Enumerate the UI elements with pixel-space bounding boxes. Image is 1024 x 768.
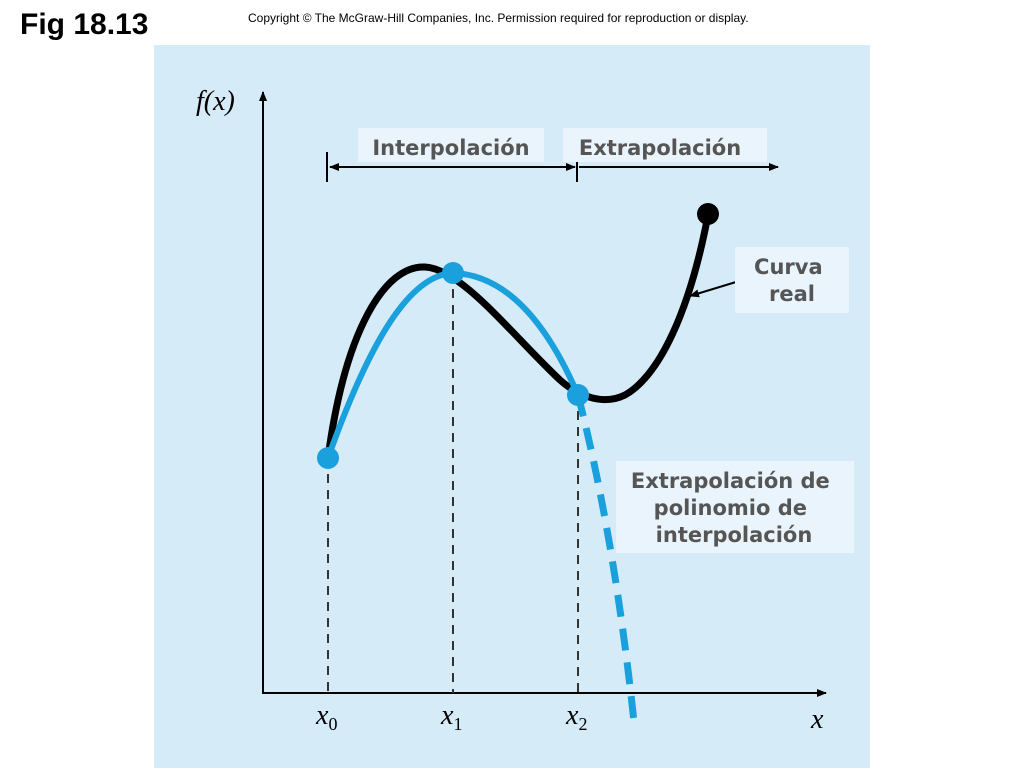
data-point-x1 <box>442 262 464 284</box>
true-curve-pointer <box>689 281 737 298</box>
data-point-x0 <box>317 447 339 469</box>
y-axis-label: f(x) <box>196 86 235 117</box>
figure-title: Fig 18.13 <box>20 8 149 41</box>
extrapolation-label-box <box>563 128 767 162</box>
data-point-x2 <box>567 384 589 406</box>
true-curve-label-box <box>735 247 849 313</box>
interpolation-label-box <box>358 128 544 162</box>
polynomial-extrapolation-dashed <box>574 394 638 723</box>
tick-label-x0: x0 <box>315 700 337 734</box>
true-curve-end-point <box>697 203 719 225</box>
copyright-notice: Copyright © The McGraw-Hill Companies, I… <box>248 11 749 25</box>
true-curve-label: Curva real <box>754 255 830 306</box>
true-curve <box>324 211 712 462</box>
poly-extrapolation-label-box <box>616 461 854 553</box>
extrapolation-label: Extrapolación <box>579 136 741 160</box>
tick-label-x2: x2 <box>565 700 587 734</box>
x-axis-label: x <box>810 704 824 735</box>
poly-extrapolation-label: Extrapolación de polinomio de interpolac… <box>631 469 837 547</box>
tick-label-x1: x1 <box>440 700 462 734</box>
interpolation-label: Interpolación <box>372 136 529 160</box>
